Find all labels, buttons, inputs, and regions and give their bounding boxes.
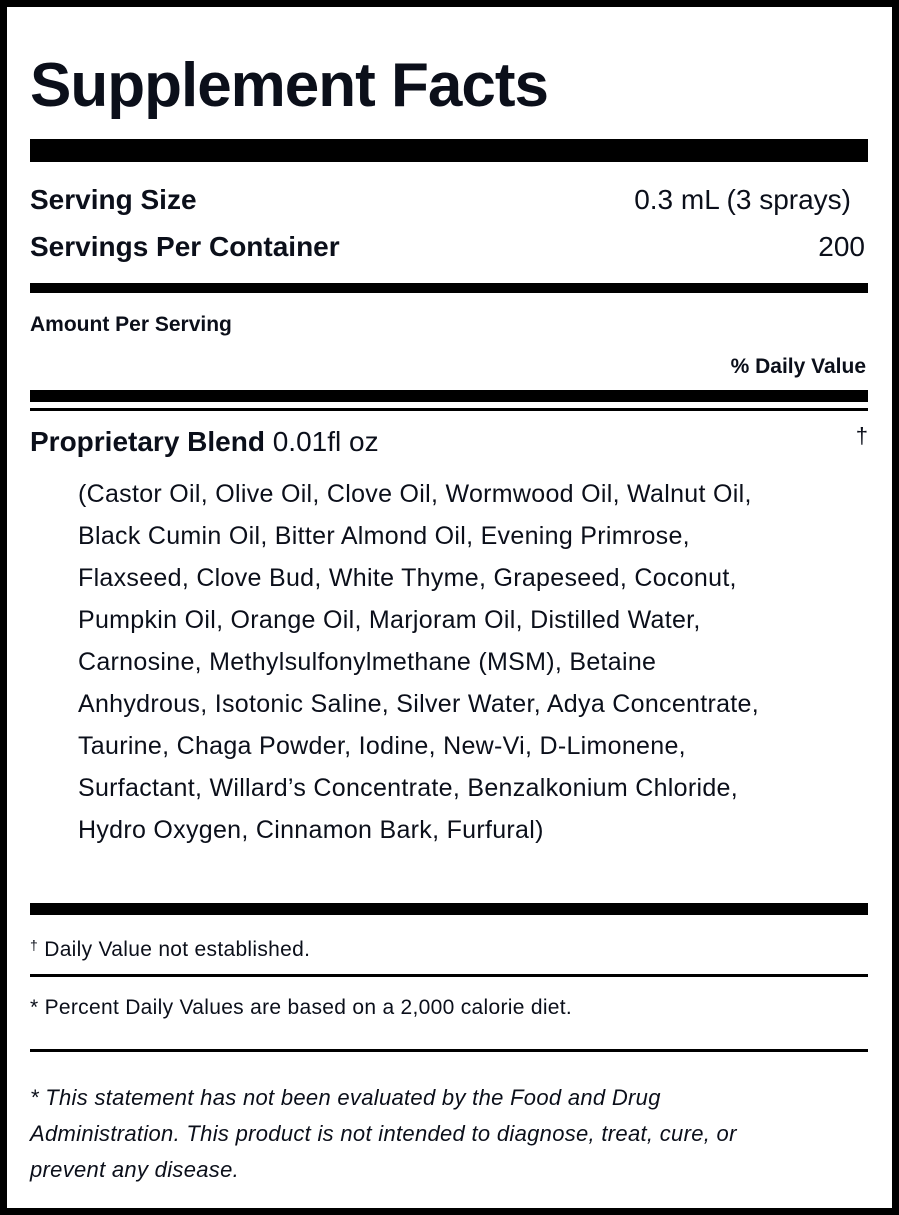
dagger-footnote: † Daily Value not established. xyxy=(30,931,310,964)
disclaimer-line: prevent any disease. xyxy=(30,1157,240,1182)
thin-divider xyxy=(30,1049,868,1052)
thin-divider xyxy=(30,408,868,411)
amount-per-serving: Amount Per Serving xyxy=(30,313,232,336)
ingredients-line: (Castor Oil, Olive Oil, Clove Oil, Wormw… xyxy=(78,480,752,508)
blend-name: Proprietary Blend xyxy=(30,426,265,457)
servings-per-container-value: 200 xyxy=(818,231,865,262)
servings-per-container-row: Servings Per Container 200 xyxy=(30,230,865,264)
supplement-facts-label: Supplement Facts Serving Size 0.3 mL (3 … xyxy=(7,7,892,1208)
ingredients-line: Anhydrous, Isotonic Saline, Silver Water… xyxy=(78,690,760,718)
ingredients-list: (Castor Oil, Olive Oil, Clove Oil, Wormw… xyxy=(78,473,759,851)
ingredients-line: Taurine, Chaga Powder, Iodine, New-Vi, D… xyxy=(78,732,686,760)
disclaimer-line: Administration. This product is not inte… xyxy=(30,1121,737,1146)
ingredients-line: Flaxseed, Clove Bud, White Thyme, Grapes… xyxy=(78,564,737,592)
serving-size-label: Serving Size xyxy=(30,184,197,215)
thin-divider xyxy=(30,974,868,977)
thick-divider xyxy=(30,390,868,402)
percent-daily-footnote: * Percent Daily Values are based on a 2,… xyxy=(30,996,573,1019)
blend-amount: 0.01fl oz xyxy=(272,426,379,457)
servings-per-container-label: Servings Per Container xyxy=(30,231,340,262)
disclaimer-line: * This statement has not been evaluated … xyxy=(30,1085,661,1110)
thick-divider xyxy=(30,139,868,162)
thick-divider xyxy=(30,903,868,915)
ingredients-line: Hydro Oxygen, Cinnamon Bark, Furfural) xyxy=(78,816,544,844)
dagger-symbol: † xyxy=(30,937,39,953)
blend-daily-value: † xyxy=(855,423,868,448)
ingredients-line: Black Cumin Oil, Bitter Almond Oil, Even… xyxy=(78,522,690,550)
ingredients-line: Carnosine, Methylsulfonylmethane (MSM), … xyxy=(78,648,657,676)
serving-size-value: 0.3 mL (3 sprays) xyxy=(634,184,851,215)
ingredients-line: Surfactant, Willard’s Concentrate, Benza… xyxy=(78,774,738,802)
medium-divider xyxy=(30,283,868,293)
ingredients-line: Pumpkin Oil, Orange Oil, Marjoram Oil, D… xyxy=(78,606,701,634)
blend-row: Proprietary Blend 0.01fl oz † xyxy=(30,423,868,459)
label-title: Supplement Facts xyxy=(30,51,549,120)
serving-size-row: Serving Size 0.3 mL (3 sprays) xyxy=(30,183,865,217)
fda-disclaimer: * This statement has not been evaluated … xyxy=(30,1080,875,1188)
daily-value-header: % Daily Value xyxy=(730,355,866,378)
dagger-footnote-text: Daily Value not established. xyxy=(44,938,311,961)
